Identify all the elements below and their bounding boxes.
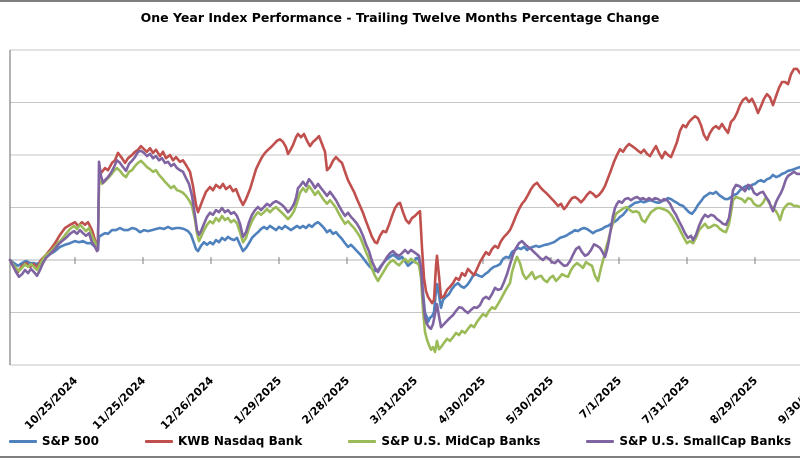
legend-line-swatch — [144, 439, 173, 443]
legend-item-kwb-nasdaq-bank: KWB Nasdaq Bank — [144, 434, 303, 448]
legend-label: S&P U.S. SmallCap Banks — [619, 434, 792, 448]
legend-item-s-p-u-s-smallcap-banks: S&P U.S. SmallCap Banks — [586, 434, 791, 448]
series-line-s-p-500 — [8, 165, 800, 324]
chart-border-top — [0, 0, 800, 2]
chart-title: One Year Index Performance - Trailing Tw… — [140, 10, 660, 25]
chart-border-bottom — [0, 456, 800, 458]
legend-line-swatch — [586, 439, 615, 443]
chart-legend: S&P 500 KWB Nasdaq Bank S&P U.S. MidCap Ba… — [0, 434, 800, 448]
legend-item-s-p-500: S&P 500 — [8, 434, 99, 448]
series-line-s-p-u-s-midcap-banks — [8, 159, 800, 354]
legend-line-swatch — [8, 439, 37, 443]
legend-item-s-p-u-s-midcap-banks: S&P U.S. MidCap Banks — [348, 434, 540, 448]
legend-line-swatch — [348, 439, 377, 443]
legend-label: S&P 500 — [41, 434, 99, 448]
series-line-s-p-u-s-smallcap-banks — [8, 149, 800, 331]
series-line-kwb-nasdaq-bank — [8, 67, 800, 305]
legend-label: KWB Nasdaq Bank — [177, 434, 303, 448]
legend-label: S&P U.S. MidCap Banks — [381, 434, 541, 448]
